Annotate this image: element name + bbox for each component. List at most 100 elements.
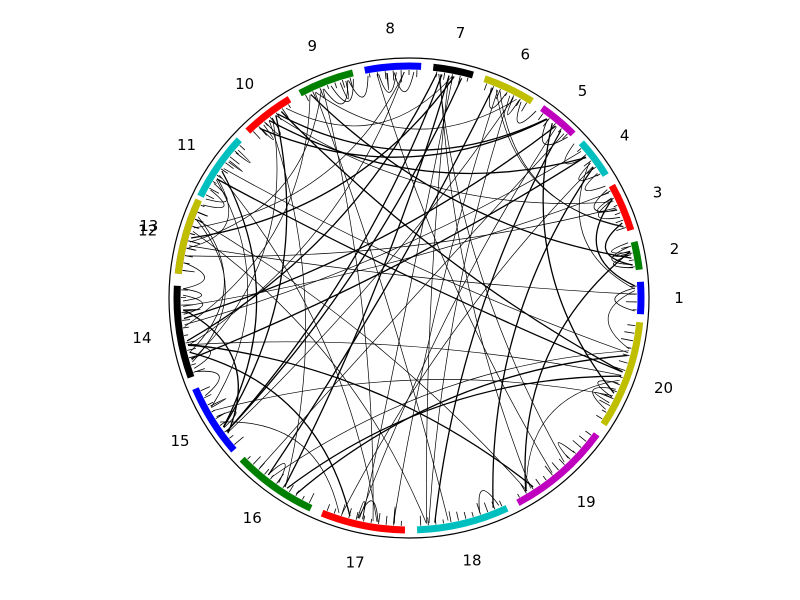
segment-arc-17 (320, 509, 406, 534)
chord-link (260, 124, 274, 141)
segment-label-14: 14 (132, 329, 151, 347)
segment-tick (565, 454, 571, 460)
chord-link (614, 287, 635, 312)
segment-tick (510, 95, 515, 102)
segment-tick (341, 504, 346, 516)
segment-tick (282, 479, 289, 489)
chord-link (357, 500, 379, 522)
chord-link (277, 113, 548, 151)
segment-tick (483, 83, 488, 91)
chord-link (524, 250, 631, 492)
segment-arc-1 (636, 281, 645, 315)
segment-tick (183, 262, 190, 265)
segment-tick (621, 245, 632, 249)
segment-tick (457, 75, 461, 87)
chord-link (184, 94, 311, 327)
chord-link (348, 75, 369, 98)
segment-label-4: 4 (620, 127, 630, 145)
segment-tick (326, 85, 330, 90)
segment-tick (308, 492, 315, 504)
chord-link (386, 73, 390, 91)
chord-link (187, 71, 405, 346)
chord-link (259, 133, 565, 468)
segment-tick (181, 311, 192, 314)
segment-tick (184, 255, 193, 258)
segment-tick (363, 515, 366, 522)
segment-tick (194, 218, 204, 223)
segment-tick (348, 508, 352, 519)
chord-link (310, 93, 632, 259)
segment-tick (276, 473, 284, 484)
segment-tick (476, 502, 481, 515)
segment-tick (580, 154, 587, 160)
segment-tick (264, 121, 268, 126)
segment-tick (182, 326, 189, 329)
chord-link (516, 101, 537, 124)
segment-tick (305, 94, 310, 102)
chord-link (267, 87, 494, 476)
segment-label-6: 6 (520, 45, 530, 63)
chord-link (362, 76, 454, 520)
chord-link (184, 151, 582, 326)
segment-tick (622, 353, 630, 357)
segment-tick (627, 266, 635, 269)
chord-link (434, 130, 562, 523)
chord-link (194, 71, 405, 229)
chord-link (492, 166, 594, 508)
chord-link (188, 178, 230, 248)
segment-tick (517, 493, 520, 498)
segment-tick (212, 181, 217, 184)
segment-label-20: 20 (654, 379, 673, 397)
segment-label-2: 2 (670, 240, 680, 258)
chord-link (271, 350, 629, 478)
segment-tick (618, 360, 628, 364)
chord-link (376, 74, 553, 474)
segment-label-16: 16 (243, 509, 262, 527)
segment-tick (334, 82, 338, 89)
segment-tick (427, 517, 429, 526)
segment-tick (463, 511, 467, 519)
chord-link (499, 91, 624, 228)
chord-link (205, 183, 228, 203)
segment-tick (319, 87, 325, 99)
chord-link (611, 246, 633, 265)
segment-tick (614, 382, 620, 386)
chord-link (438, 73, 565, 463)
segment-label-10: 10 (235, 75, 254, 93)
segment-tick (419, 515, 422, 526)
segment-label-8: 8 (385, 20, 395, 38)
segment-tick (572, 440, 582, 448)
chord-link (183, 192, 610, 307)
segment-label-19: 19 (577, 493, 596, 511)
segment-tick (216, 174, 223, 179)
segment-tick (491, 501, 496, 510)
segment-arc-5 (540, 105, 576, 137)
chord-link (604, 222, 633, 266)
chord-link (507, 97, 520, 116)
chord-link (228, 160, 244, 173)
segment-tick (603, 197, 615, 204)
segment-tick (192, 225, 200, 229)
segment-tick (616, 227, 626, 232)
segment-tick (302, 495, 305, 500)
segment-tick (542, 118, 550, 127)
segment-tick (392, 70, 395, 81)
chord-link (323, 80, 349, 105)
segment-tick (604, 394, 614, 400)
segment-arc-18 (416, 505, 509, 534)
segment-tick (618, 375, 623, 379)
chord-link (607, 290, 636, 350)
chord-link (196, 219, 528, 491)
segment-label-13: 13 (139, 217, 158, 235)
segment-tick (599, 399, 611, 407)
segment-tick (551, 462, 559, 471)
segment-tick (586, 166, 596, 174)
chord-link (357, 501, 365, 520)
chord-link (611, 242, 631, 254)
segment-arc-20 (600, 321, 644, 427)
segment-arc-13 (174, 198, 202, 275)
chord-link (578, 162, 599, 181)
segment-arc-8 (364, 62, 422, 74)
segment-tick (225, 162, 234, 169)
